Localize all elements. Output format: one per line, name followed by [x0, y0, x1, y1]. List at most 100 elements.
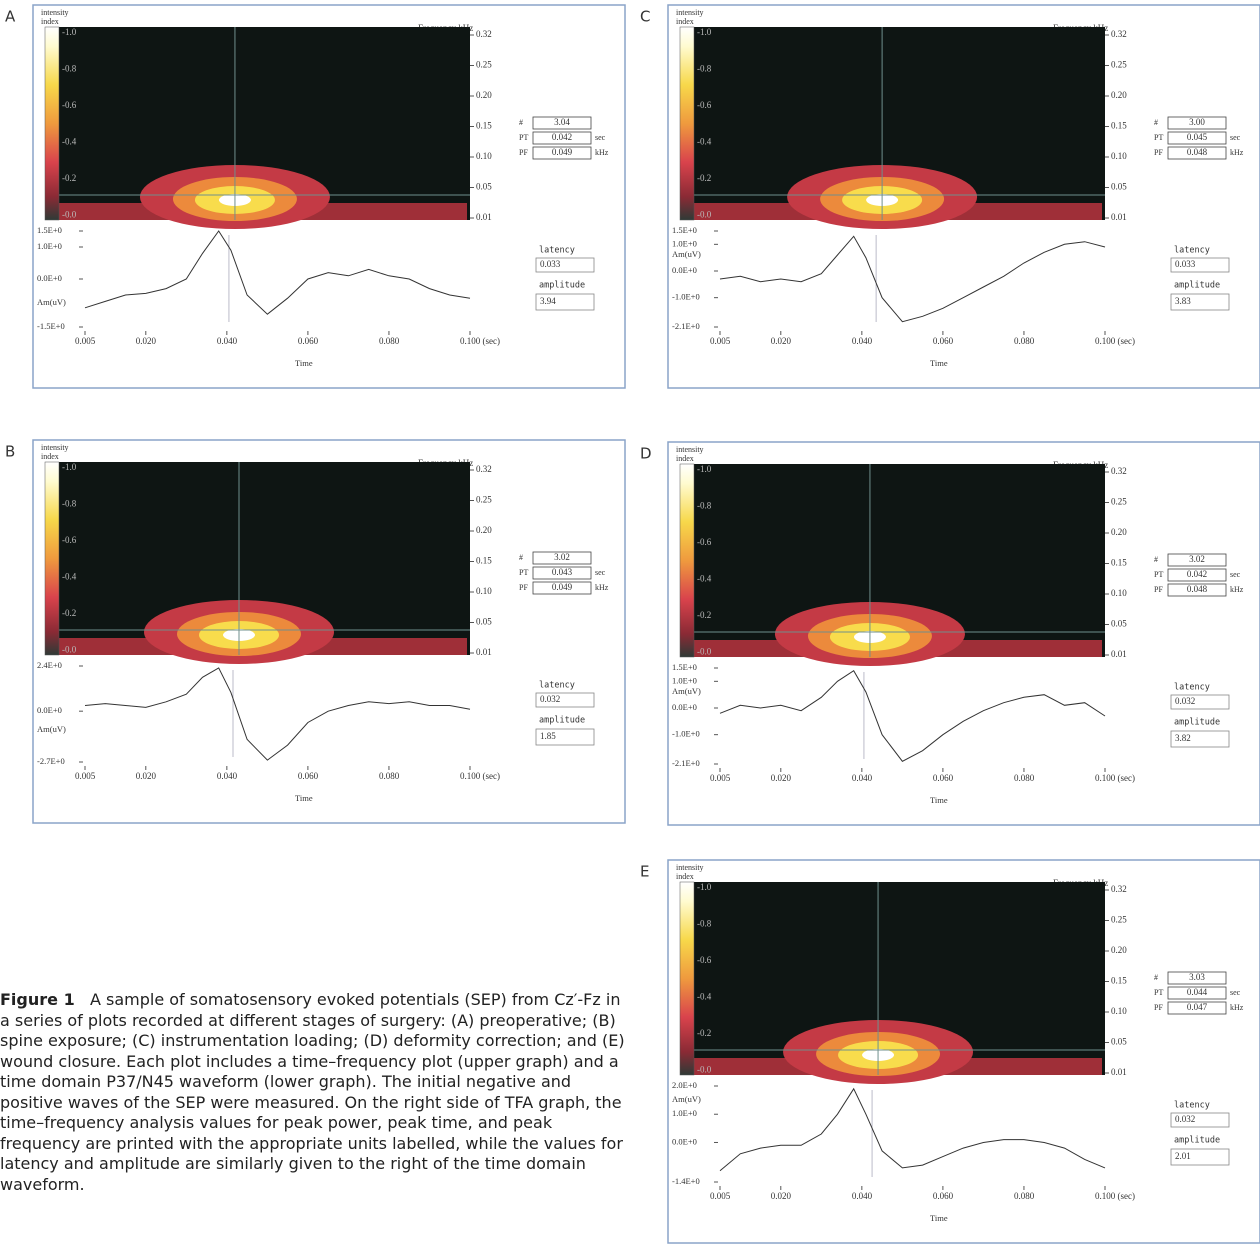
freq-tick-label: 0.15	[1111, 976, 1127, 986]
waveform	[719, 235, 1106, 323]
y-tick-label: 0.0E+0	[672, 1136, 697, 1146]
value-box	[535, 728, 595, 746]
freq-tick-label: 0.01	[1111, 212, 1127, 222]
colorbar-tick-label: -0.0	[62, 210, 77, 220]
freq-tick-label: 0.05	[1111, 619, 1127, 629]
tfa-value: 0.049	[552, 147, 573, 157]
freq-tick-label: 0.10	[1111, 588, 1127, 598]
freq-tick-label: 0.25	[476, 495, 492, 505]
amplitude-label: amplitude	[539, 716, 585, 726]
tfa-value: 3.04	[554, 117, 570, 127]
x-axis-title: Time	[930, 1213, 948, 1223]
tfa-value-label: PF	[1154, 148, 1163, 157]
value-box	[1167, 583, 1227, 597]
intensity-label: intensity	[676, 445, 704, 454]
tfa-value: 0.045	[1187, 132, 1208, 142]
x-axis-title: Time	[930, 358, 948, 368]
y-tick-label: 1.5E+0	[672, 662, 697, 672]
tfa-value-label: PF	[1154, 585, 1163, 594]
amplitude-value: 3.83	[1175, 296, 1191, 306]
tfa-value-label: #	[1154, 555, 1158, 564]
colorbar-tick-label: -0.2	[62, 173, 76, 183]
amplitude-label: amplitude	[1174, 718, 1220, 728]
colorbar-tick-label: -1.0	[697, 464, 712, 474]
index-label: index	[676, 872, 694, 881]
tfa-value: 0.047	[1187, 1002, 1208, 1012]
x-tick-label: 0.060	[298, 336, 319, 346]
colorbar-tick-label: -0.4	[62, 137, 77, 147]
colorbar-tick-label: -0.0	[62, 645, 77, 655]
y-tick-label: 1.0E+0	[672, 238, 697, 248]
tfa-value: 3.02	[1189, 554, 1205, 564]
axis-label: Am(uV)	[672, 1094, 701, 1104]
x-tick-label: 0.020	[136, 336, 157, 346]
unit-label: kHz	[1230, 148, 1244, 157]
x-tick-label: 0.005	[710, 1191, 731, 1201]
y-tick-label: 1.5E+0	[672, 225, 697, 235]
freq-tick-label: 0.25	[1111, 915, 1127, 925]
freq-tick-label: 0.05	[476, 182, 492, 192]
value-box	[532, 146, 592, 160]
freq-tick-label: 0.15	[476, 121, 492, 131]
tfa-value-label: PT	[1154, 133, 1163, 142]
value-box	[535, 293, 595, 311]
unit-label: sec	[1230, 133, 1241, 142]
freq-tick-label: 0.20	[476, 90, 492, 100]
unit-label: sec	[1230, 570, 1241, 579]
latency-label: latency	[1174, 246, 1210, 256]
unit-label: kHz	[595, 148, 609, 157]
tfa-value: 3.00	[1189, 117, 1205, 127]
colorbar-tick-label: -0.8	[697, 64, 712, 74]
colorbar-tick-label: -1.0	[62, 27, 77, 37]
freq-tick-label: 0.01	[476, 212, 492, 222]
panel-letter: A	[5, 8, 16, 26]
panel: EintensityindexFrequency kHz-1.0-0.8-0.6…	[640, 859, 1260, 1244]
colorbar-tick-label: -0.8	[62, 64, 77, 74]
colorbar-tick-label: -0.4	[697, 137, 712, 147]
value-box	[532, 131, 592, 145]
y-tick-label: 0.0E+0	[37, 273, 62, 283]
y-tick-label: -2.1E+0	[672, 758, 700, 768]
value-box	[1167, 568, 1227, 582]
waveform	[719, 669, 1106, 762]
tfa-value: 3.03	[1189, 972, 1205, 982]
freq-tick-label: 0.15	[1111, 558, 1127, 568]
y-tick-label: -1.5E+0	[37, 321, 65, 331]
colorbar-tick-label: -0.0	[697, 210, 712, 220]
colorbar	[679, 463, 695, 658]
waveform	[84, 667, 471, 761]
value-box	[1167, 971, 1227, 985]
tfa-value-label: PF	[519, 583, 528, 592]
panel-letter: B	[5, 443, 15, 461]
tfa-value-label: PT	[1154, 570, 1163, 579]
y-tick-label: -1.0E+0	[672, 292, 700, 302]
tfa-value-label: PF	[1154, 1003, 1163, 1012]
x-axis-title: Time	[295, 793, 313, 803]
latency-label: latency	[1174, 683, 1210, 693]
tfa-value: 0.048	[1187, 147, 1208, 157]
value-box	[1170, 257, 1230, 273]
colorbar-tick-label: -0.8	[697, 919, 712, 929]
colorbar	[679, 26, 695, 221]
y-tick-label: -1.4E+0	[672, 1176, 700, 1186]
x-tick-label: 0.080	[1014, 773, 1035, 783]
x-tick-label: 0.060	[933, 336, 954, 346]
x-tick-label: 0.005	[75, 771, 96, 781]
value-box	[532, 581, 592, 595]
tfa-value: 0.048	[1187, 584, 1208, 594]
freq-tick-label: 0.05	[476, 617, 492, 627]
value-box	[1170, 730, 1230, 748]
index-label: index	[676, 17, 694, 26]
axis-label: Am(uV)	[672, 686, 701, 696]
panel: BintensityindexFrequency kHz-1.0-0.8-0.6…	[5, 439, 626, 824]
x-tick-label: 0.080	[1014, 1191, 1035, 1201]
tfa-value-label: #	[519, 118, 523, 127]
x-tick-label: 0.005	[710, 773, 731, 783]
axis-label: Am(uV)	[37, 297, 66, 307]
index-label: index	[676, 454, 694, 463]
value-box	[1167, 1001, 1227, 1015]
intensity-label: intensity	[676, 8, 704, 17]
colorbar-tick-label: -0.2	[697, 173, 711, 183]
amplitude-label: amplitude	[1174, 1136, 1220, 1146]
